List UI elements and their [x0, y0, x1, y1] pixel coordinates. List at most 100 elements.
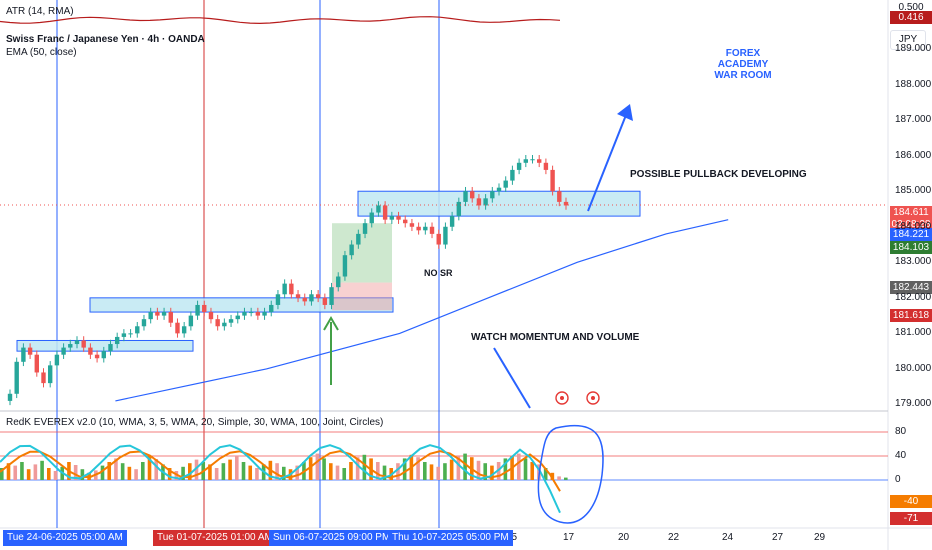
oscillator-pane — [0, 431, 888, 514]
candle-body — [336, 276, 341, 288]
osc-neg1-tag: -40 — [890, 495, 932, 508]
position-box — [332, 223, 392, 311]
candle-body — [54, 354, 60, 366]
warning-dot — [560, 396, 564, 400]
osc-bar — [248, 465, 253, 480]
osc-bar — [120, 463, 125, 480]
candle-body — [543, 162, 549, 170]
candle-body — [208, 312, 214, 320]
candle-body — [94, 354, 100, 359]
indicator-label: RedK EVEREX v2.0 (10, WMA, 3, 5, WMA, 20… — [6, 417, 384, 428]
price-tick: 188.000 — [895, 78, 932, 90]
osc-bar — [188, 463, 192, 480]
candle-body — [537, 159, 542, 163]
osc-bar — [26, 469, 31, 480]
osc-bar — [349, 462, 353, 480]
candle-body — [81, 340, 86, 348]
osc-bar — [134, 469, 138, 480]
osc-bar — [107, 462, 112, 480]
osc-bar — [423, 462, 427, 480]
candle-body — [242, 312, 247, 316]
osc-neg2-tag: -71 — [890, 512, 932, 525]
candle-body — [523, 159, 529, 163]
candle-body — [369, 212, 374, 224]
candle-body — [228, 319, 234, 323]
candle-body — [175, 322, 180, 334]
candle-body — [309, 294, 314, 302]
candle-body — [456, 201, 462, 217]
time-badge: Sun 06-07-2025 09:00 PM — [269, 530, 395, 546]
price-tick: 185.000 — [895, 185, 932, 197]
osc-bar — [33, 464, 38, 480]
osc-bar — [402, 458, 407, 480]
candle-body — [68, 344, 73, 348]
candle-body — [181, 326, 187, 334]
candle-body — [342, 255, 348, 277]
candle-body — [443, 226, 448, 245]
atr-line — [0, 16, 561, 25]
currency-button[interactable]: JPY — [890, 30, 926, 50]
osc-slow-line — [0, 450, 561, 492]
candle-body — [516, 162, 522, 170]
candle-body — [101, 351, 106, 359]
time-tick: 20 — [618, 532, 630, 543]
osc-bar — [523, 458, 528, 480]
candle-body — [322, 297, 328, 305]
candle-body — [302, 297, 307, 302]
osc-bar — [228, 459, 232, 480]
atr-label: ATR (14, RMA) — [6, 6, 74, 17]
candle-body — [563, 201, 569, 206]
price-tick: 189.000 — [895, 43, 932, 55]
osc-bar — [490, 465, 494, 480]
osc-bar — [503, 458, 508, 480]
candle-body — [349, 244, 354, 256]
candle-body — [436, 233, 441, 245]
candle-body — [88, 347, 93, 355]
session-lines — [56, 0, 440, 528]
osc-bar — [416, 457, 420, 480]
osc-bar — [449, 459, 454, 480]
time-tick: 24 — [722, 532, 734, 543]
osc-tick: 40 — [895, 450, 907, 461]
candle-body — [148, 312, 153, 320]
pullback-note: POSSIBLE PULLBACK DEVELOPING — [630, 169, 807, 180]
osc-bar — [382, 465, 387, 480]
candle-body — [503, 180, 508, 188]
osc-bar — [463, 453, 467, 480]
sr-zone — [89, 297, 394, 313]
osc-bar — [335, 465, 340, 480]
osc-bar — [114, 458, 118, 480]
osc-bar — [308, 457, 313, 480]
candle-body — [135, 326, 140, 334]
candle-body — [449, 216, 455, 227]
candle-body — [7, 393, 13, 401]
candle-body — [282, 283, 287, 295]
candle-body — [222, 322, 227, 327]
osc-bar — [241, 462, 246, 480]
candle-body — [530, 159, 535, 161]
ema-series — [115, 219, 729, 402]
candle-body — [557, 191, 562, 202]
osc-bar — [322, 458, 326, 480]
price-tick: 184.000 — [895, 220, 932, 232]
osc-bar — [13, 465, 18, 480]
warning-dot — [591, 396, 595, 400]
level-green-tag: 184.103 — [890, 241, 932, 254]
osc-fast-line — [0, 444, 561, 514]
last-price-tag: 184.611 — [890, 206, 932, 219]
candle-body — [34, 354, 39, 373]
ema-label: EMA (50, close) — [6, 47, 77, 58]
candle-body — [14, 361, 19, 394]
candle-body — [483, 198, 488, 206]
candle-body — [114, 336, 120, 345]
pullback-arrow-shaft — [587, 109, 629, 212]
candle-body — [550, 169, 555, 192]
osc-bar — [80, 469, 85, 480]
candle-body — [289, 283, 294, 295]
no-sr-note: NO SR — [424, 268, 453, 278]
price-tick: 187.000 — [895, 114, 932, 126]
osc-bar — [443, 463, 447, 480]
osc-bar — [517, 453, 521, 480]
candle-body — [463, 191, 468, 202]
